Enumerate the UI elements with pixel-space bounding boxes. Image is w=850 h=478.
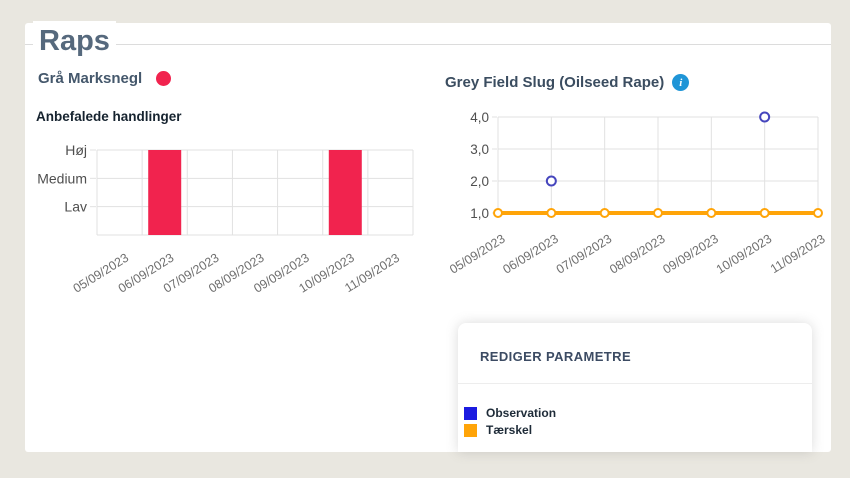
threshold-marker [706, 208, 717, 218]
x-axis-date-label: 05/09/2023 [447, 232, 508, 277]
recommended-actions-chart: HøjMediumLav05/09/202306/09/202307/09/20… [37, 142, 414, 296]
x-axis-date-label: 11/09/2023 [768, 232, 828, 277]
y-axis-label: Lav [64, 199, 87, 215]
y-axis-label: Høj [65, 142, 87, 158]
crop-name-label: Grå Marksnegl [38, 70, 143, 87]
threshold-marker [546, 208, 557, 218]
x-axis-date-label: 06/09/2023 [500, 232, 561, 277]
title-divider-line [25, 44, 831, 45]
y-axis-label: 1,0 [470, 206, 489, 221]
y-axis-label: 3,0 [470, 142, 489, 157]
x-axis-date-label: 09/09/2023 [660, 232, 721, 277]
x-axis-date-label: 08/09/2023 [607, 232, 668, 277]
content-card: Raps Grå Marksnegl Anbefalede handlinger… [25, 21, 831, 452]
observation-point[interactable] [545, 175, 557, 187]
threshold-marker [653, 208, 663, 218]
panel-divider [458, 383, 812, 384]
recommended-actions-title: Anbefalede handlinger [36, 109, 182, 124]
legend-item-threshold: Tærskel [464, 423, 556, 437]
crop-header: Grå Marksnegl [38, 70, 172, 87]
edit-parameters-panel: REDIGER PARAMETRE Observation Tærskel [458, 323, 812, 452]
page-title: Raps [33, 21, 116, 61]
legend-swatch-threshold [464, 423, 477, 437]
x-axis-date-label: 10/09/2023 [714, 232, 775, 277]
threshold-marker [599, 208, 610, 218]
slug-chart-title: Grey Field Slug (Oilseed Rape) [445, 74, 665, 91]
legend-label: Tærskel [486, 423, 533, 437]
risk-status-dot [156, 71, 172, 86]
legend-label: Observation [486, 406, 557, 420]
y-axis-label: 4,0 [470, 110, 489, 125]
legend-item-observation: Observation [464, 406, 556, 420]
slug-observation-chart: 1,0 2,0 3,0 4,0 05/09/202306/09/202307/09/20… [447, 110, 828, 277]
threshold-marker [813, 208, 823, 218]
y-axis-label: 2,0 [470, 174, 489, 189]
threshold-marker [493, 208, 503, 218]
action-bar [328, 150, 362, 235]
observation-point[interactable] [759, 111, 771, 123]
info-icon[interactable]: i [672, 74, 690, 91]
action-bar [148, 150, 182, 235]
legend-swatch-observation [464, 406, 477, 420]
x-axis-date-label: 07/09/2023 [554, 232, 615, 277]
threshold-marker [759, 208, 770, 218]
chart-legend: Observation Tærskel [464, 406, 556, 437]
edit-parameters-title[interactable]: REDIGER PARAMETRE [480, 349, 632, 364]
slug-chart-header: Grey Field Slug (Oilseed Rape) i [445, 74, 690, 91]
y-axis-label: Medium [37, 170, 87, 186]
